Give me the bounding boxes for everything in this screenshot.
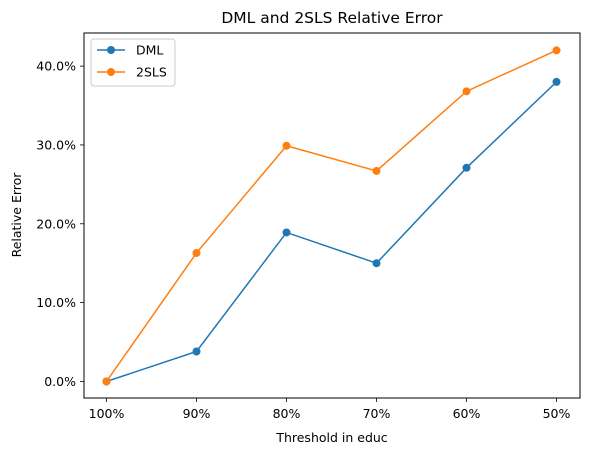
data-point-dml	[192, 347, 201, 356]
legend: DML 2SLS	[90, 38, 176, 87]
y-axis: 0.0% 10.0% 20.0% 30.0% 40.0%	[36, 59, 84, 389]
data-point-2sls	[552, 46, 561, 55]
x-axis: 100% 90% 80% 70% 60% 50%	[89, 398, 571, 421]
y-tick-label: 40.0%	[36, 59, 76, 74]
y-axis-label: Relative Error	[9, 172, 24, 258]
chart-title: DML and 2SLS Relative Error	[221, 9, 443, 27]
data-point-2sls	[282, 141, 291, 150]
plot-area	[102, 46, 561, 386]
y-tick-label: 10.0%	[36, 295, 76, 310]
x-tick-label: 70%	[363, 406, 391, 421]
data-point-2sls	[102, 377, 111, 386]
x-tick-label: 100%	[89, 406, 125, 421]
axes-frame	[83, 32, 581, 399]
series-line-dml	[106, 81, 558, 383]
data-point-dml	[552, 77, 561, 86]
series-line-2sls	[105, 49, 557, 382]
data-point-2sls	[462, 87, 471, 96]
x-tick-label: 50%	[543, 406, 571, 421]
x-axis-label: Threshold in educ	[275, 430, 387, 445]
x-tick-label: 90%	[183, 406, 211, 421]
data-point-dml	[372, 259, 381, 268]
legend-label-dml: DML	[136, 43, 163, 58]
data-point-dml	[462, 163, 471, 172]
legend-label-2sls: 2SLS	[136, 65, 167, 80]
data-point-dml	[282, 228, 291, 237]
x-tick-label: 80%	[273, 406, 301, 421]
data-point-2sls	[192, 248, 201, 257]
x-tick-label: 60%	[453, 406, 481, 421]
y-tick-label: 30.0%	[36, 137, 76, 152]
data-point-2sls	[372, 166, 381, 175]
legend-marker-dml	[107, 46, 115, 54]
y-tick-label: 0.0%	[44, 374, 76, 389]
y-tick-label: 20.0%	[36, 216, 76, 231]
legend-marker-2sls	[107, 68, 115, 76]
